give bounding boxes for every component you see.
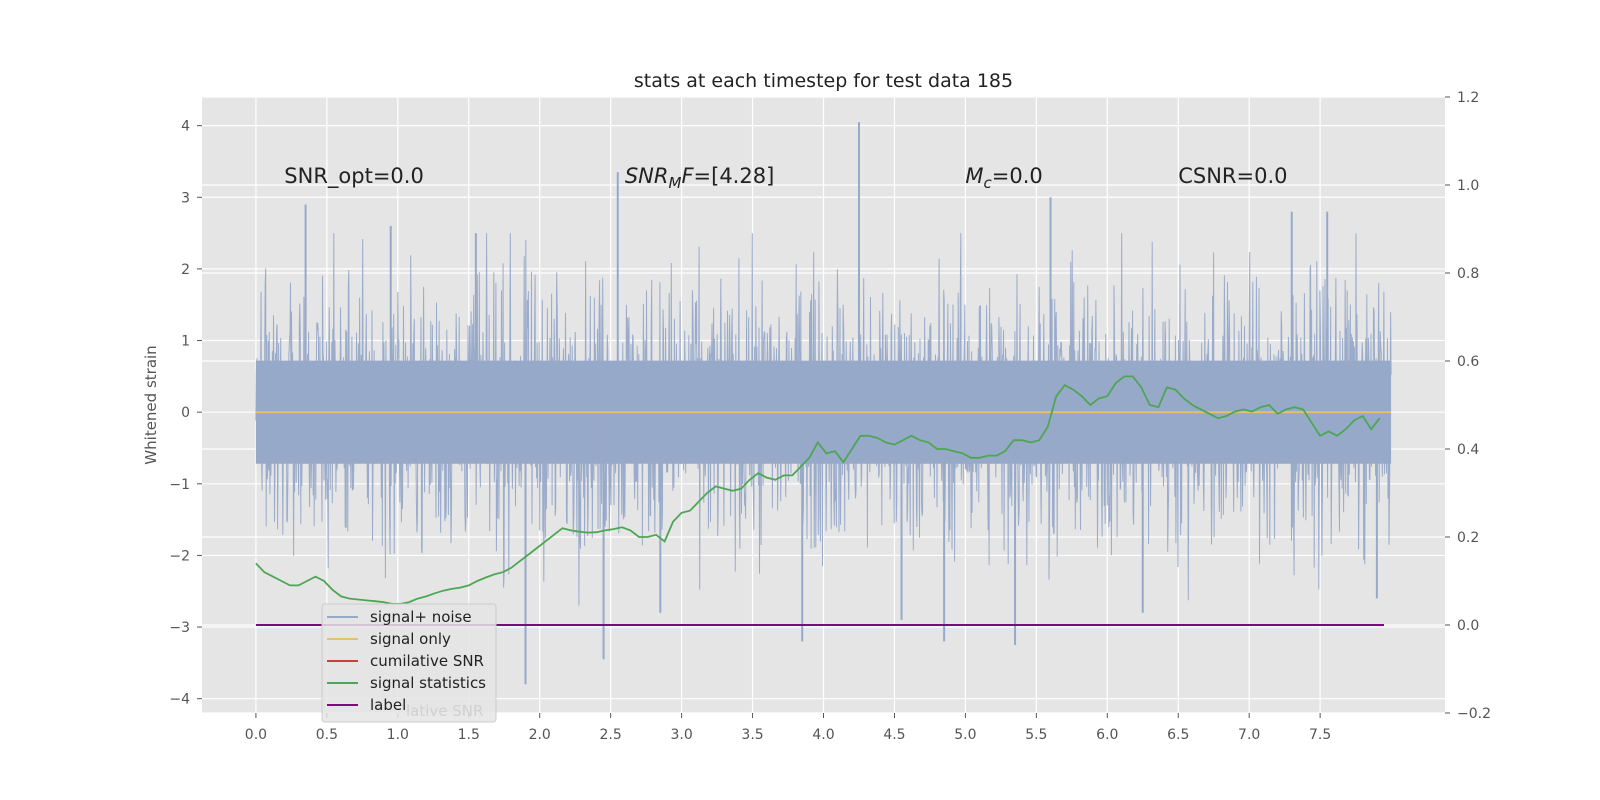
legend-box (321, 603, 497, 723)
y-tick-label: −4 (169, 692, 190, 708)
y-tick-label: 0 (181, 405, 190, 421)
legend-item-label: signal+ noise (370, 608, 472, 626)
axes: 0.0 0.5 1.0 1.5 2.0 2.5 3.0 3.5 4.0 4.5 5.0 5.5 6.0 6… (169, 90, 1491, 743)
legend-item-label: signal statistics (370, 674, 486, 692)
legend-ghost-label: lative SNR (406, 702, 483, 720)
signal-statistics-line (255, 375, 1381, 605)
x-tick-label: 0.0 (245, 727, 267, 743)
annotation-math: =[4.28] (694, 164, 775, 188)
annotation-math: M (965, 164, 983, 188)
y2-tick-label: 0.8 (1457, 266, 1479, 282)
x-tick-label: 1.5 (458, 727, 480, 743)
x-tick-label: 4.0 (812, 727, 834, 743)
y-tick-label: −1 (169, 477, 190, 493)
x-tick-label: 5.5 (1025, 727, 1047, 743)
y-tick-label: −2 (169, 548, 190, 564)
x-tick-label: 5.0 (954, 727, 976, 743)
x-tick-label: 1.0 (387, 727, 409, 743)
x-tick-label: 2.5 (600, 727, 622, 743)
y2-tick-label: 0.0 (1457, 618, 1479, 634)
annotation: CSNR=0.0 (1178, 164, 1287, 188)
annotation-math: SNR (625, 164, 669, 188)
y-tick-label: 2 (181, 262, 190, 278)
x-tick-label: 6.0 (1096, 727, 1118, 743)
annotation: SNR_opt=0.0 (284, 164, 424, 189)
y-tick-label: −3 (169, 620, 190, 636)
y-tick-label: 3 (181, 190, 190, 206)
y2-tick-label: 1.0 (1457, 178, 1479, 194)
legend: lative SNR signal+ noise signal only cumila… (321, 603, 497, 723)
x-tick-label: 3.5 (741, 727, 763, 743)
y-axis-label: Whitened strain (142, 345, 160, 464)
annotation-subscript: M (668, 174, 681, 192)
x-tick-label: 0.5 (316, 727, 338, 743)
annotation-subscript: c (984, 174, 993, 192)
x-tick-label: 4.5 (883, 727, 905, 743)
annotations: SNR_opt=0.0 SNRMF=[4.28] Mc=0.0 CSNR=0.0 (284, 164, 1287, 192)
legend-item-label: signal only (370, 630, 451, 648)
y-tick-label: 1 (181, 334, 190, 350)
y2-tick-label: 0.2 (1457, 530, 1479, 546)
x-tick-label: 7.5 (1309, 727, 1331, 743)
annotation-value: =0.0 (992, 164, 1043, 188)
annotation: Mc=0.0 (965, 164, 1042, 192)
y2-tick-label: 0.6 (1457, 354, 1479, 370)
legend-item-label: cumilative SNR (370, 652, 484, 670)
x-tick-label: 2.0 (529, 727, 551, 743)
x-tick-label: 7.0 (1238, 727, 1260, 743)
annotation-value: F (681, 164, 694, 188)
x-tick-label: 3.0 (670, 727, 692, 743)
y-tick-label: 4 (181, 119, 190, 135)
chart-title: stats at each timestep for test data 185 (634, 70, 1013, 92)
x-tick-label: 6.5 (1167, 727, 1189, 743)
y2-tick-label: −0.2 (1457, 706, 1491, 722)
annotation: SNRMF=[4.28] (625, 164, 774, 192)
y2-tick-label: 1.2 (1457, 90, 1479, 106)
legend-item-label: label (370, 696, 406, 714)
y2-tick-label: 0.4 (1457, 442, 1479, 458)
